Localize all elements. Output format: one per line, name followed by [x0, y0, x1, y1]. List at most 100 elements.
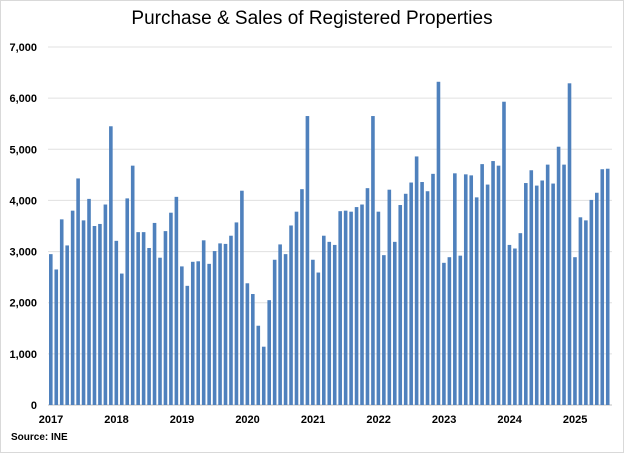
bar: [229, 235, 233, 405]
bar: [218, 243, 222, 405]
bar: [589, 199, 594, 405]
bar: [316, 272, 321, 405]
bar: [442, 262, 446, 405]
bar: [201, 240, 206, 405]
bar: [130, 165, 135, 405]
bar: [387, 189, 392, 405]
bar: [196, 261, 201, 405]
bar: [174, 196, 179, 405]
bar: [551, 183, 555, 405]
bar: [458, 255, 463, 405]
x-tick-label: 2017: [39, 414, 63, 426]
bar: [141, 232, 146, 405]
bar: [431, 173, 435, 405]
bar: [469, 175, 474, 405]
bar: [152, 222, 157, 405]
bar: [600, 169, 605, 405]
bar: [595, 192, 599, 405]
bar: [382, 255, 386, 405]
bar: [272, 259, 277, 405]
bar: [190, 261, 195, 405]
x-tick-label: 2018: [104, 414, 128, 426]
bar: [76, 178, 80, 405]
bar: [289, 225, 293, 405]
bar: [485, 184, 490, 405]
y-tick-label: 6,000: [9, 93, 37, 105]
bar: [185, 285, 190, 405]
bar: [360, 204, 364, 405]
bar: [534, 185, 539, 405]
bar: [251, 294, 255, 405]
bar: [261, 346, 266, 405]
bar: [376, 211, 381, 405]
y-tick-label: 4,000: [9, 195, 37, 207]
bar: [311, 259, 315, 405]
bar: [349, 211, 353, 405]
bar: [136, 232, 140, 405]
bar: [163, 231, 168, 405]
bar: [278, 244, 282, 405]
bar: [605, 168, 610, 405]
bar: [447, 257, 452, 405]
y-tick-label: 1,000: [9, 349, 37, 361]
bar: [502, 101, 506, 406]
bar: [322, 235, 326, 405]
y-tick-label: 7,000: [9, 42, 37, 54]
bar: [332, 244, 337, 405]
source-note: Source: INE: [11, 432, 68, 443]
bar: [98, 223, 102, 405]
bar: [524, 183, 528, 405]
bar: [491, 161, 495, 405]
x-tick-label: 2021: [301, 414, 325, 426]
y-tick-label: 5,000: [9, 144, 37, 156]
bar: [573, 257, 577, 405]
y-tick-label: 3,000: [9, 247, 37, 259]
bar: [529, 170, 534, 405]
bar: [245, 283, 250, 405]
bar: [147, 247, 151, 405]
bar: [474, 197, 479, 405]
bar: [409, 182, 413, 405]
bar: [420, 182, 424, 405]
x-tick-label: 2025: [563, 414, 587, 426]
bar: [300, 189, 304, 405]
bar: [480, 164, 484, 405]
bar: [180, 266, 184, 405]
bar: [54, 269, 59, 405]
bar: [338, 211, 342, 405]
bar: [70, 210, 75, 405]
bar: [212, 251, 217, 405]
x-tick-label: 2022: [366, 414, 390, 426]
x-tick-label: 2020: [235, 414, 259, 426]
bar: [223, 243, 228, 405]
bar: [87, 198, 91, 405]
bar: [169, 212, 173, 405]
bar: [327, 241, 332, 405]
bar: [507, 244, 512, 405]
bar: [425, 191, 430, 405]
bar: [283, 254, 288, 405]
bar: [562, 164, 566, 405]
bar: [453, 173, 457, 405]
bar: [545, 164, 550, 405]
bar: [92, 226, 97, 405]
bar: [59, 219, 64, 405]
bar: [294, 211, 299, 405]
bar: [398, 205, 403, 405]
bar: [305, 116, 310, 406]
bar: [158, 257, 162, 405]
x-tick-label: 2023: [432, 414, 456, 426]
bar: [109, 126, 113, 406]
bar: [343, 210, 348, 405]
bar: [65, 245, 69, 405]
bar: [513, 248, 517, 405]
bar: [392, 241, 397, 405]
bar: [436, 81, 441, 405]
bar: [103, 204, 108, 405]
bar: [578, 217, 583, 405]
y-tick-label: 2,000: [9, 298, 37, 310]
bar: [371, 116, 375, 406]
bar: [234, 222, 239, 405]
bar: [414, 156, 419, 405]
